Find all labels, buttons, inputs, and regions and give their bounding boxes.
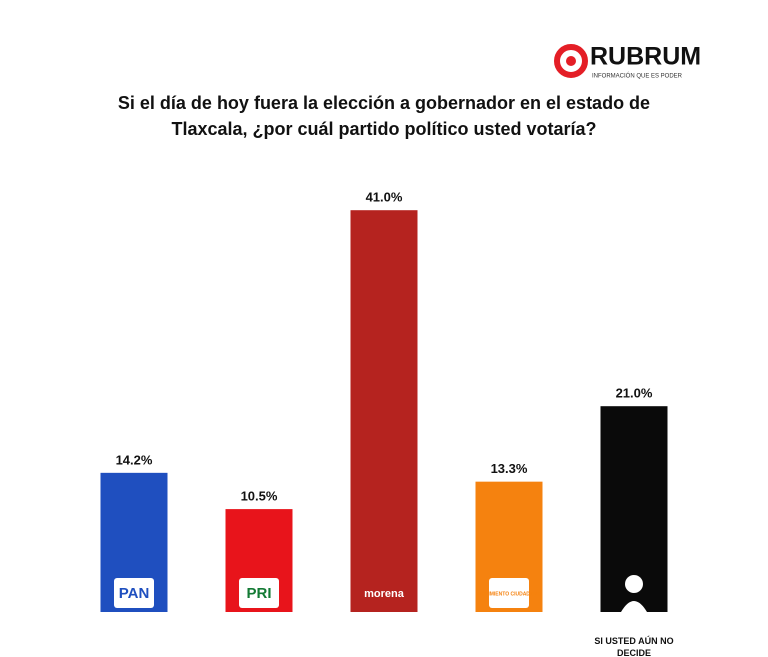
logo-box	[489, 578, 529, 608]
value-label: 10.5%	[241, 489, 278, 504]
brand-tagline: INFORMACIÓN QUE ES PODER	[592, 73, 683, 80]
icon-head	[625, 575, 643, 593]
value-label: 13.3%	[491, 461, 528, 476]
value-label: 21.0%	[616, 386, 653, 401]
bar	[350, 210, 418, 612]
logo-box	[239, 578, 279, 608]
x-tick-label: SI USTED AÚN NO DECIDE	[594, 635, 673, 657]
x-tick-label: PAN	[119, 585, 150, 602]
logo-dot	[566, 56, 576, 66]
logo: RUBRUM INFORMACIÓN QUE ES PODER	[554, 43, 701, 80]
x-tick-label: PRI	[246, 585, 271, 602]
value-label: 14.2%	[116, 452, 153, 467]
value-label: 41.0%	[366, 190, 403, 205]
chart-title: Si el día de hoy fuera la elección a gob…	[118, 93, 650, 139]
icon-body	[621, 601, 647, 612]
x-tick-label: MOVIMIENTO CIUDADANO	[477, 591, 541, 597]
logo-ring	[554, 44, 588, 78]
logo-box	[114, 578, 154, 608]
x-tick-label: morena	[364, 588, 405, 600]
brand: RUBRUM	[590, 43, 701, 71]
